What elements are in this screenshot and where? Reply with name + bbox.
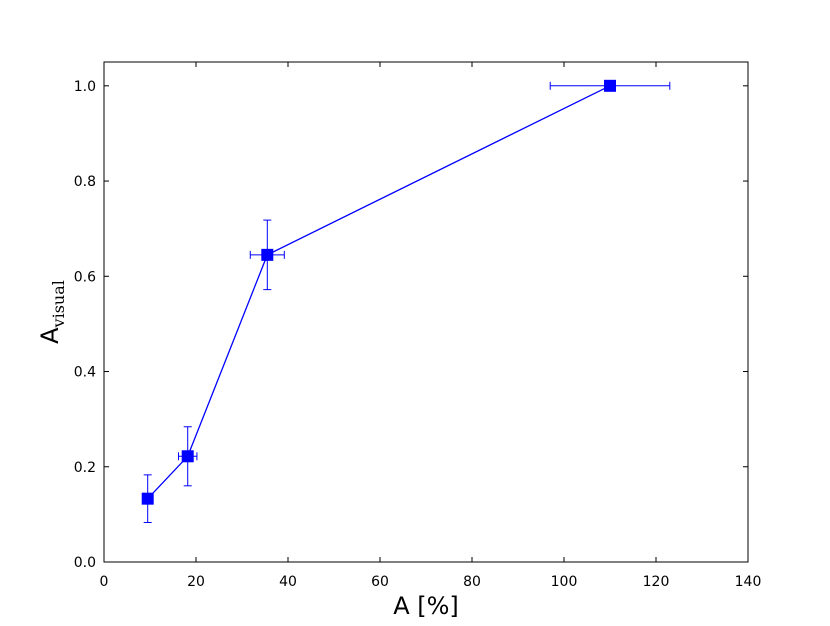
y-tick-label-2: 0.4 [74, 365, 96, 381]
y-axis-title-main: A [36, 327, 64, 344]
y-tick-label-5: 1.0 [74, 79, 96, 95]
y-axis-title: Avisual [36, 280, 68, 344]
y-tick-label-4: 0.8 [74, 174, 96, 190]
y-tick-label-0: 0.0 [74, 555, 96, 571]
data-point-1 [181, 450, 194, 463]
y-axis-title-subscript: visual [49, 280, 68, 328]
labels-layer: A [%] Avisual [36, 280, 459, 620]
data-layer [141, 79, 671, 523]
x-tick-label-5: 100 [551, 574, 578, 590]
data-point-0 [141, 492, 154, 505]
x-tick-label-2: 40 [279, 574, 297, 590]
plot-frame [103, 61, 749, 563]
x-tick-label-0: 0 [100, 574, 109, 590]
x-tick-label-1: 20 [187, 574, 205, 590]
data-point-3 [604, 79, 616, 92]
x-tick-label-6: 120 [643, 574, 670, 590]
series-line [147, 85, 611, 500]
x-tick-label-4: 80 [463, 574, 481, 590]
y-tick-label-1: 0.2 [74, 460, 96, 476]
x-axis-title: A [%] [393, 592, 459, 620]
x-tick-label-3: 60 [371, 574, 389, 590]
y-tick-label-3: 0.6 [74, 269, 96, 285]
ticks-layer: 0 20 40 60 80 100 120 140 0.0 0.2 0.4 0.6 0.8 1.0 [74, 62, 762, 590]
x-tick-label-7: 140 [735, 574, 762, 590]
data-point-2 [261, 248, 274, 261]
